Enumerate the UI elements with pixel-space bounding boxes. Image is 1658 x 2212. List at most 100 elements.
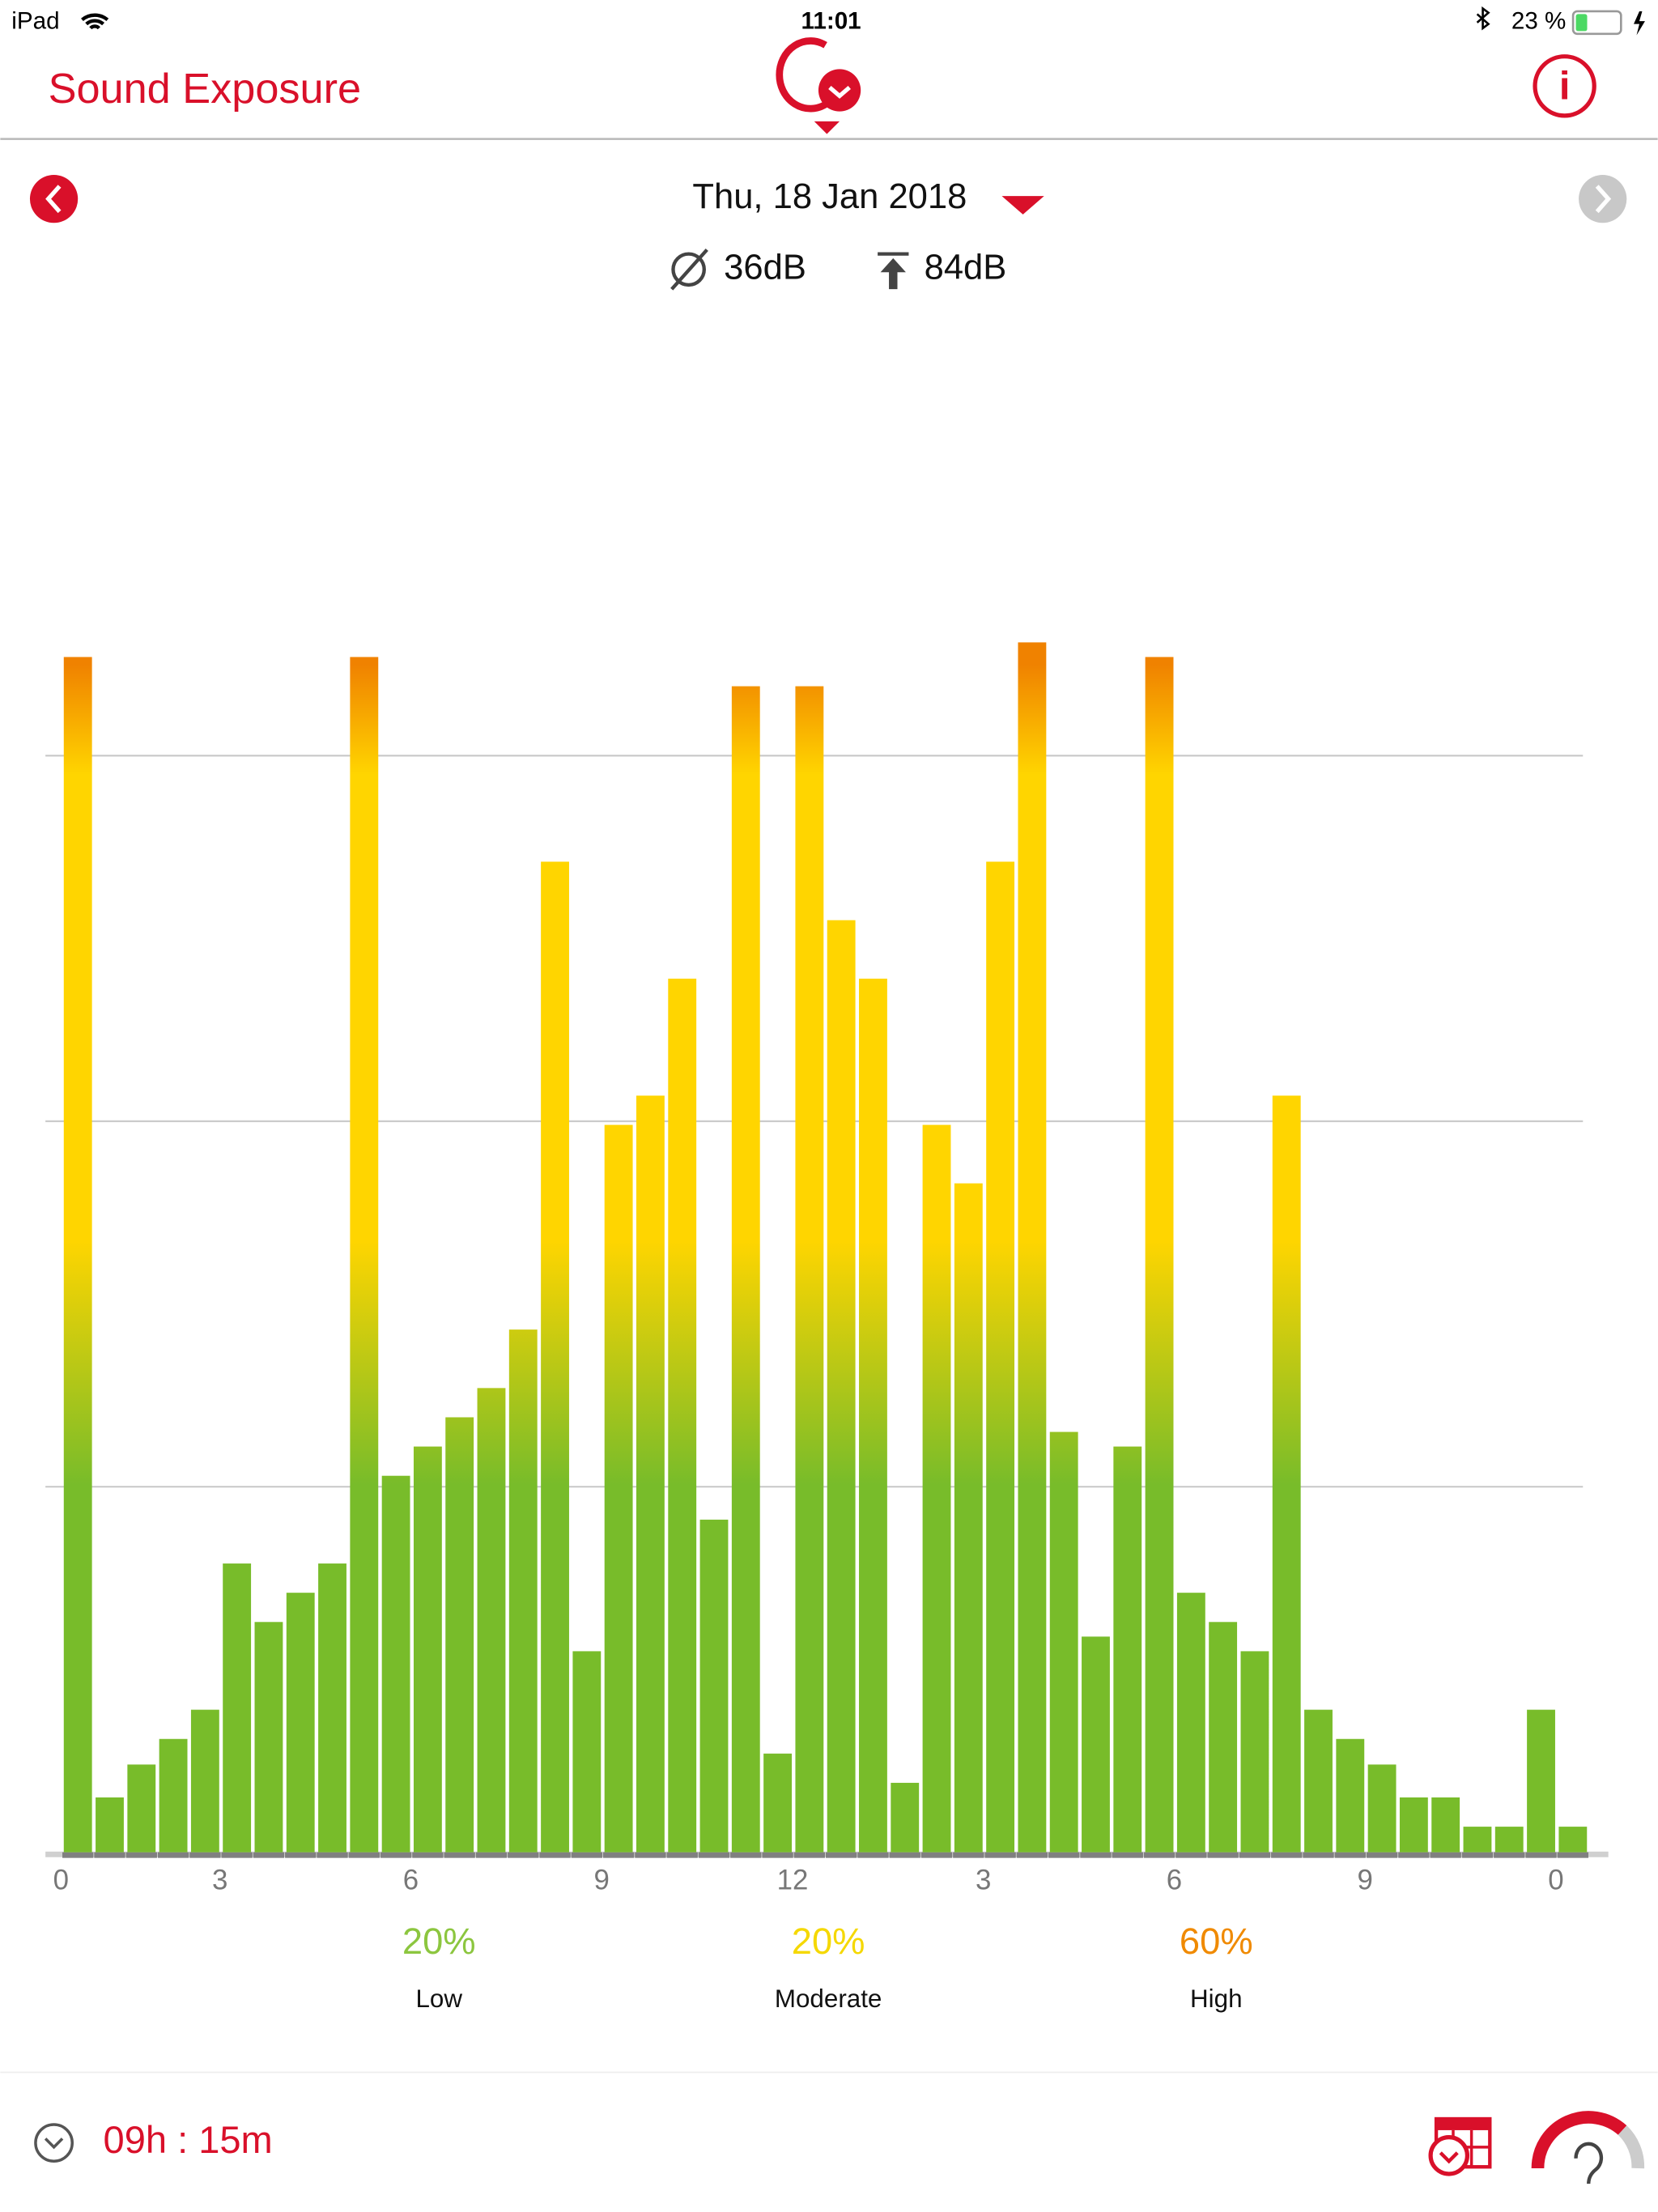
bar	[795, 686, 824, 1853]
axis-segment	[953, 1852, 984, 1858]
bar	[1240, 1651, 1269, 1853]
duration-label: 09h : 15m	[104, 2118, 273, 2161]
summary-label: High	[1190, 1984, 1243, 2013]
axis-segment	[1494, 1852, 1525, 1858]
axis-segment	[1207, 1852, 1239, 1858]
axis-segment	[730, 1852, 762, 1858]
axis-segment	[571, 1852, 603, 1858]
wifi-icon	[81, 13, 109, 30]
axis-segment	[539, 1852, 571, 1858]
axis-segment	[475, 1852, 508, 1858]
bar	[1145, 657, 1174, 1853]
x-tick-label: 3	[976, 1864, 991, 1895]
exposure-summary: 20% Low 20% Moderate 60% High	[402, 1921, 1253, 2013]
bar	[1494, 1827, 1524, 1853]
bar	[1463, 1827, 1492, 1853]
bar	[63, 657, 92, 1853]
bar	[1558, 1827, 1588, 1853]
bar	[572, 1651, 602, 1853]
battery-level	[1575, 14, 1588, 32]
axis-segment	[1048, 1852, 1080, 1858]
bar	[1082, 1636, 1110, 1853]
x-tick-label: 0	[53, 1864, 69, 1895]
bar	[827, 920, 856, 1853]
axis-segment	[412, 1852, 444, 1858]
bar	[445, 1417, 474, 1853]
date-dropdown[interactable]	[1001, 196, 1044, 215]
bar	[763, 1753, 793, 1853]
calendar-button[interactable]	[1428, 2116, 1492, 2176]
duration-icon	[34, 2123, 74, 2163]
axis-segment	[984, 1852, 1016, 1858]
peak-icon	[878, 252, 909, 290]
axis-segment	[221, 1852, 253, 1858]
prev-day-button[interactable]	[29, 175, 79, 223]
axis-segment	[125, 1852, 157, 1858]
bar	[1018, 642, 1047, 1853]
axis-segment	[285, 1852, 317, 1858]
axis-segment	[62, 1852, 94, 1858]
bar	[954, 1183, 983, 1853]
x-tick-label: 6	[403, 1864, 419, 1895]
svg-text:i: i	[1559, 65, 1571, 108]
axis-segment	[889, 1852, 920, 1858]
bar	[636, 1095, 665, 1853]
axis-segment	[1430, 1852, 1461, 1858]
bar	[381, 1475, 410, 1853]
bar	[922, 1125, 951, 1853]
average-level: 36dB	[724, 248, 806, 287]
axis-segment	[635, 1852, 666, 1858]
bar	[604, 1125, 633, 1853]
bar	[1336, 1738, 1365, 1853]
axis-segment	[920, 1852, 953, 1858]
bar	[1209, 1622, 1238, 1853]
axis-segment	[1366, 1852, 1398, 1858]
next-day-button[interactable]	[1579, 175, 1627, 223]
bar	[699, 1519, 729, 1853]
summary-label: Moderate	[775, 1984, 882, 2013]
bar	[1399, 1797, 1428, 1853]
axis-segment	[1016, 1852, 1048, 1858]
status-time: 11:01	[801, 8, 861, 35]
axis-segment	[1525, 1852, 1557, 1858]
info-button[interactable]: i	[1533, 54, 1596, 118]
axis-segment	[1303, 1852, 1334, 1858]
bar	[1272, 1095, 1301, 1853]
axis-segment	[1398, 1852, 1430, 1858]
bar	[190, 1709, 219, 1853]
x-tick-label: 3	[212, 1864, 227, 1895]
bar	[223, 1563, 252, 1853]
axis-segment	[1112, 1852, 1143, 1858]
axis-segment	[602, 1852, 635, 1858]
axis-segment	[253, 1852, 285, 1858]
axis-segment	[189, 1852, 221, 1858]
axis-segment	[317, 1852, 348, 1858]
bar	[96, 1797, 124, 1853]
bar	[1176, 1593, 1205, 1853]
app-logo[interactable]	[776, 37, 861, 134]
bar	[159, 1738, 188, 1853]
bar	[477, 1388, 506, 1853]
bar	[413, 1446, 442, 1853]
axis-segment	[1175, 1852, 1207, 1858]
axis-segment	[1461, 1852, 1494, 1858]
x-tick-label: 12	[777, 1864, 809, 1895]
bar	[1113, 1446, 1142, 1853]
axis-segment	[857, 1852, 889, 1858]
x-tick-label: 9	[594, 1864, 610, 1895]
chart: 0 3 6 9 12 3 6 9 0	[45, 642, 1609, 1895]
axis-segment	[1334, 1852, 1366, 1858]
axis-segment	[157, 1852, 189, 1858]
status-battery: 23 %	[1511, 8, 1566, 35]
bar	[127, 1764, 156, 1853]
date-label[interactable]: Thu, 18 Jan 2018	[692, 177, 967, 216]
summary-percent: 20%	[792, 1921, 865, 1962]
bar	[318, 1563, 346, 1853]
axis-segment	[94, 1852, 125, 1858]
bar	[1304, 1709, 1333, 1853]
bar	[986, 861, 1015, 1853]
peak-level: 84dB	[925, 248, 1007, 287]
hearing-button[interactable]	[1531, 2111, 1645, 2184]
bar	[668, 978, 697, 1853]
